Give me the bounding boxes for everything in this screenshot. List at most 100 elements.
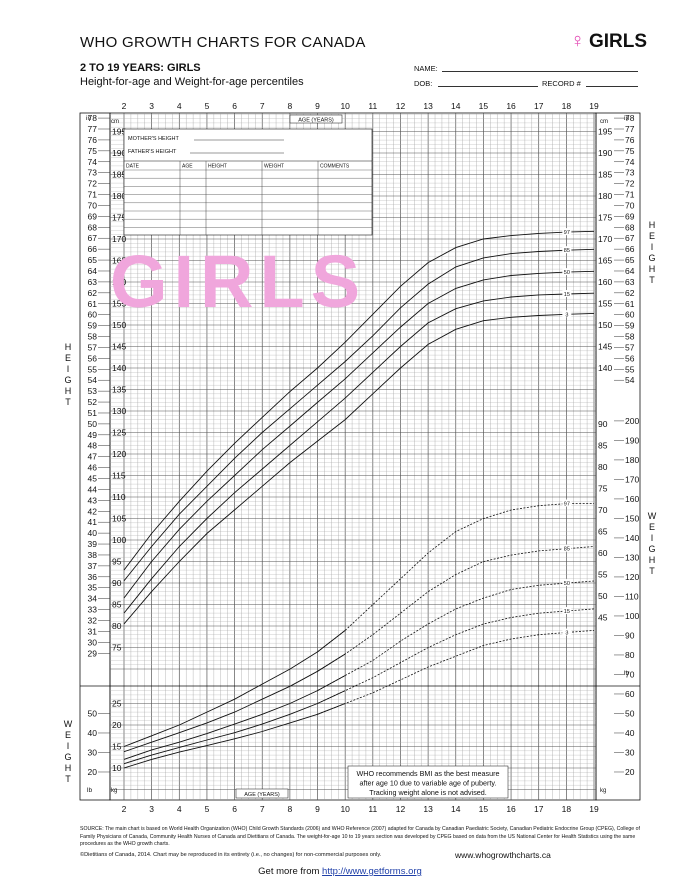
x-tick-label-bottom: 12 [396,804,406,814]
weight-curve-85 [123,653,346,753]
growth-chart: 2233445566778899101011111212131314141515… [64,101,657,814]
cm-tick-label-left: 85 [112,600,122,610]
weight-label-bg-50 [562,579,572,587]
unit-lb-left: lb [87,787,92,794]
in-tick-label-right: 63 [625,277,635,287]
weight-curve-upper-15 [317,608,595,704]
cm-tick-label-left: 95 [112,557,122,567]
x-tick-label-top: 3 [149,101,154,111]
height-axis-letter-right: E [649,231,655,241]
height-label-bg-97 [562,228,572,236]
getforms-link[interactable]: http://www.getforms.org [322,866,422,877]
unit-in-left: in [86,115,91,122]
cm-tick-label-left: 165 [112,256,126,266]
height-axis-letter-left: G [64,375,71,385]
lb-tick-label-left: 30 [88,747,98,757]
height-curve-50 [123,270,595,599]
weight-axis-letter-left: G [64,752,71,762]
record-table-box [123,128,373,236]
in-tick-label-right: 68 [625,222,635,232]
in-tick-label-left: 73 [88,168,98,178]
x-tick-label-bottom: 13 [423,804,433,814]
height-axis-letter-left: H [65,386,72,396]
chart-grid [79,112,641,801]
weight-percentile-label-15: 15 [564,609,570,615]
height-label-bg-50 [562,268,572,276]
kg-tick-label-left: 20 [112,720,122,730]
x-tick-label-bottom: 10 [340,804,350,814]
in-tick-label-left: 49 [88,430,98,440]
name-field[interactable] [442,71,638,72]
website-text: www.whogrowthcharts.ca [455,850,551,860]
in-tick-label-right: 70 [625,200,635,210]
dob-field[interactable] [438,86,538,87]
kg-tick-label-right: 45 [598,613,608,623]
in-tick-label-right: 55 [625,364,635,374]
in-tick-label-right: 67 [625,233,635,243]
weight-curve-3 [123,703,346,769]
weight-axis-letter-right: W [648,511,657,521]
height-axis-letter-right: I [651,242,654,252]
chart-axes: 2233445566778899101011111212131314141515… [64,101,657,814]
x-tick-label-bottom: 8 [288,804,293,814]
in-tick-label-right: 54 [625,375,635,385]
lb-tick-label-right: 120 [625,572,639,582]
x-tick-label-top: 2 [122,101,127,111]
x-tick-label-top: 13 [423,101,433,111]
lb-tick-label-right: 30 [625,747,635,757]
father-height-label: FATHER'S HEIGHT [128,149,177,155]
lb-tick-label-right: 170 [625,474,639,484]
getmore-footer: Get more from http://www.getforms.org [0,866,680,877]
x-tick-label-top: 14 [451,101,461,111]
in-tick-label-left: 42 [88,506,98,516]
record-table: MOTHER'S HEIGHT FATHER'S HEIGHT DATE AGE HEI… [123,128,373,236]
cm-tick-label-left: 80 [112,621,122,631]
weight-percentile-label-85: 85 [564,547,570,553]
cm-tick-label-left: 120 [112,449,126,459]
unit-kg-right: kg [600,788,606,794]
in-tick-label-left: 77 [88,124,98,134]
in-tick-label-left: 75 [88,146,98,156]
lb-tick-label-right: 200 [625,416,639,426]
in-tick-label-left: 41 [88,517,98,527]
in-tick-label-right: 71 [625,190,635,200]
record-field[interactable] [586,86,638,87]
height-label-bg-15 [562,290,572,298]
in-tick-label-left: 56 [88,353,98,363]
height-label-bg-85 [562,246,572,254]
x-axis-label-bottom: AGE (YEARS) [244,792,280,798]
in-tick-label-left: 71 [88,190,98,200]
height-axis-letter-left: H [65,342,72,352]
in-tick-label-left: 47 [88,452,98,462]
girl-figure-icon: ♀ [570,30,585,52]
in-tick-label-right: 76 [625,135,635,145]
lb-tick-label-right: 180 [625,455,639,465]
in-tick-label-left: 33 [88,605,98,615]
in-tick-label-right: 60 [625,310,635,320]
cm-tick-label-left: 135 [112,385,126,395]
in-tick-label-left: 57 [88,342,98,352]
cm-tick-label-left: 100 [112,535,126,545]
x-tick-label-top: 8 [288,101,293,111]
unit-in-right: in [624,115,629,122]
cm-tick-label-right: 170 [598,234,612,244]
x-tick-label-bottom: 14 [451,804,461,814]
weight-curve-15 [123,690,346,765]
in-tick-label-right: 72 [625,179,635,189]
weight-axis-letter-left: W [64,719,73,729]
x-tick-label-top: 10 [340,101,350,111]
in-tick-label-left: 63 [88,277,98,287]
cm-tick-label-right: 165 [598,256,612,266]
lb-tick-label-right: 140 [625,533,639,543]
in-tick-label-left: 34 [88,594,98,604]
in-tick-label-left: 58 [88,332,98,342]
cm-tick-label-left: 185 [112,170,126,180]
weight-axis-letter-left: E [65,730,71,740]
in-tick-label-right: 65 [625,255,635,265]
height-axis-letter-left: E [65,353,71,363]
kg-tick-label-left: 10 [112,763,122,773]
x-tick-label-top: 17 [534,101,544,111]
weight-axis-letter-left: T [65,774,71,784]
in-tick-label-left: 65 [88,255,98,265]
copyright-text: ©Dietitians of Canada, 2014. Chart may b… [80,852,382,858]
